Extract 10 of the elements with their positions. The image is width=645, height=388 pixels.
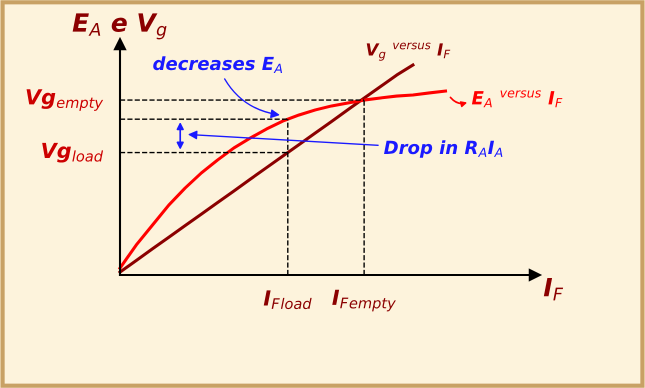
annotation: Drop in R$_{A}$I$_{A}$	[384, 140, 502, 158]
y-axis-title: E$_{A}$ e V$_{g}$	[72, 13, 166, 40]
legend-label: E$_{A}$ $^{versus}$ I$_{F}$	[472, 90, 562, 108]
ref-line-label: Vg$_{load}$	[42, 142, 104, 163]
text: I$_{Fempty}$	[332, 290, 396, 312]
annotation: decreases E$_{A}$	[153, 56, 282, 73]
text: I$_{Fload}$	[264, 290, 312, 310]
ref-line-label: Vg$_{empty}$	[26, 89, 104, 111]
series-label: V$_{g}$ $^{versus}$ I$_{F}$	[366, 42, 450, 61]
x-axis-title: I$_{F}$	[544, 278, 564, 300]
